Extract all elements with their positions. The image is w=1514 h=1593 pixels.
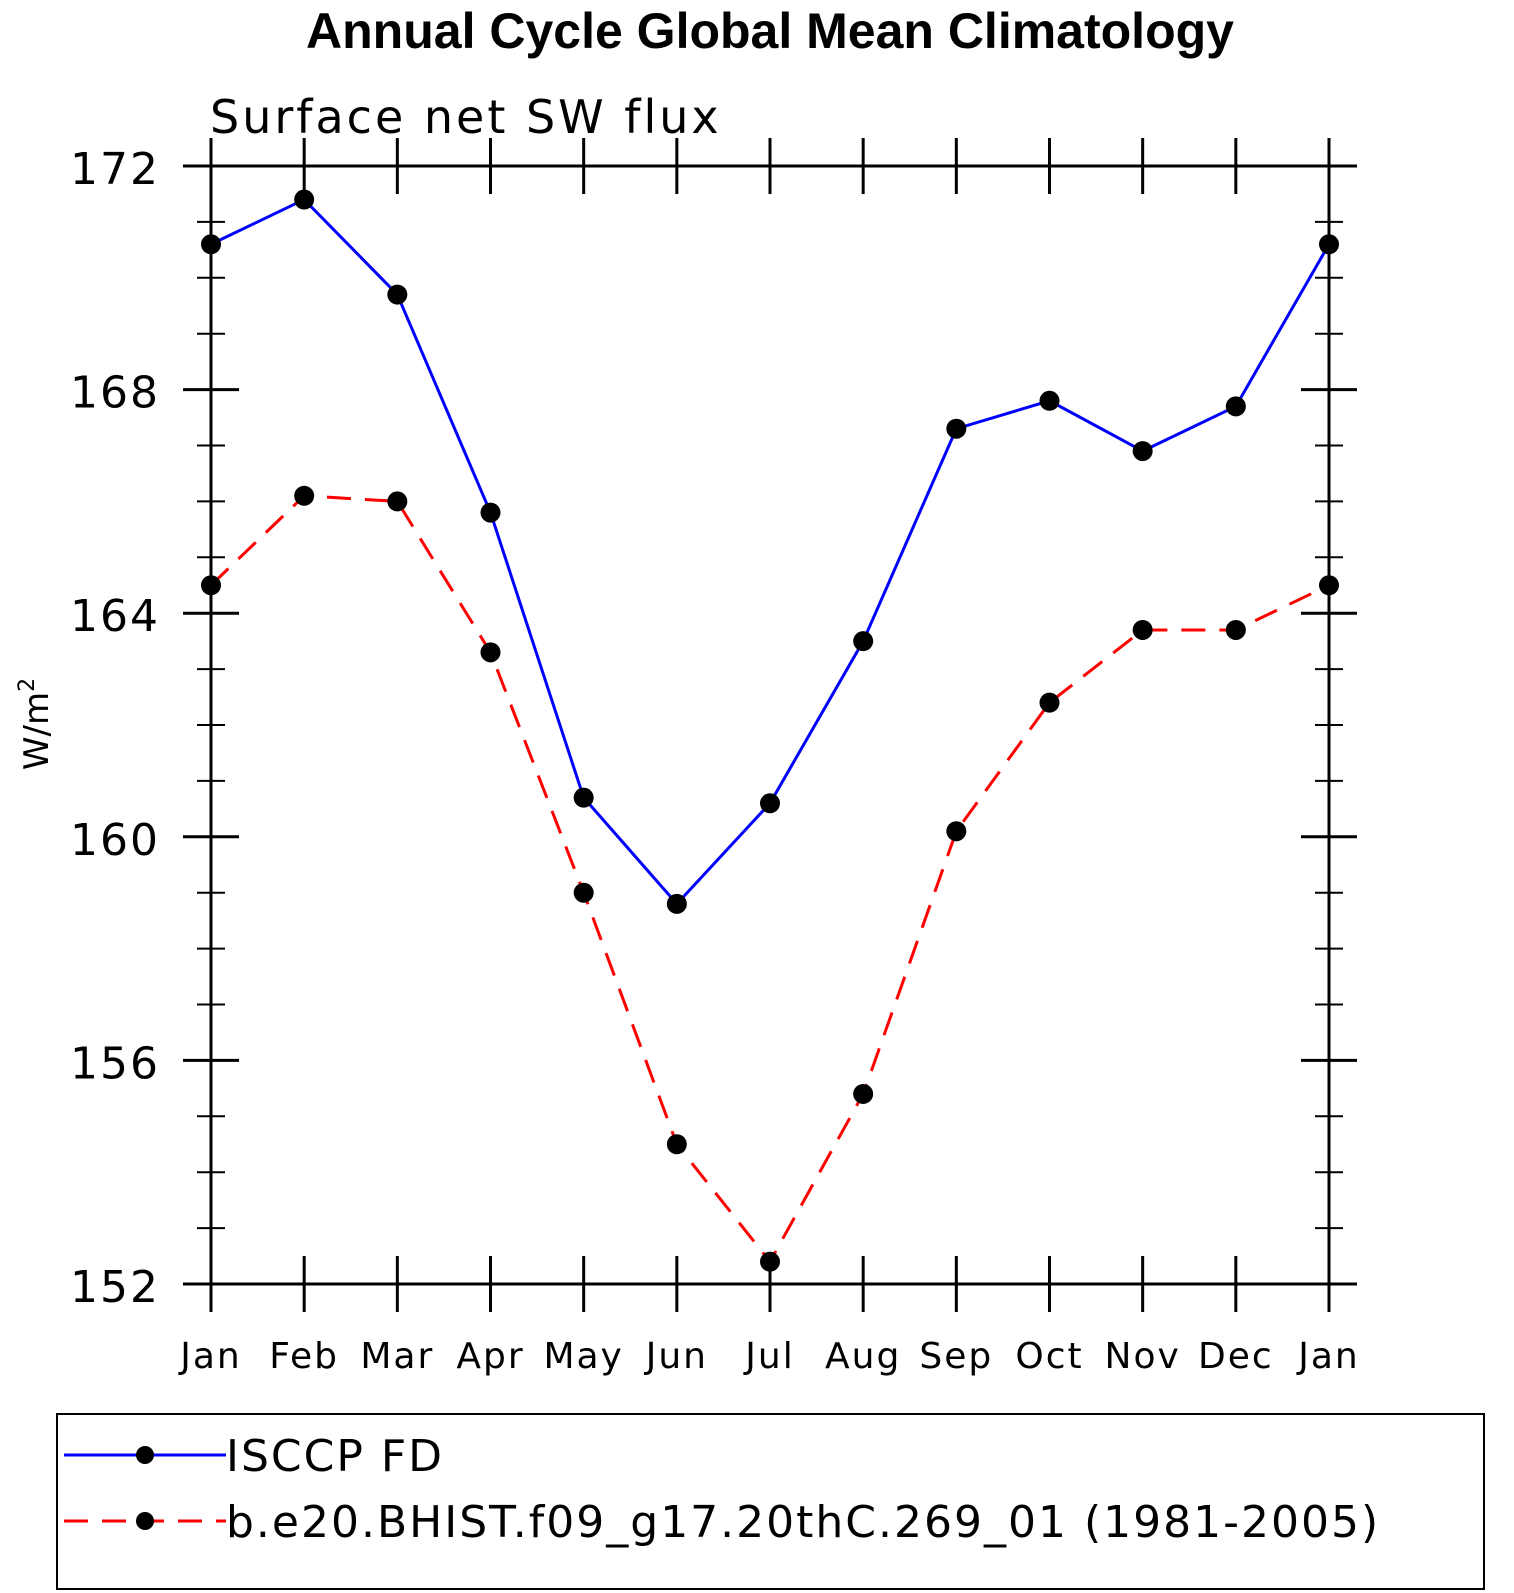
series-1-point bbox=[1225, 619, 1246, 640]
legend-label-isccp: ISCCP FD bbox=[226, 1431, 444, 1482]
x-tick-label: Aug bbox=[825, 1336, 901, 1377]
series-0-point bbox=[666, 893, 687, 914]
x-tick-label: Jan bbox=[1296, 1336, 1360, 1377]
series-line-1 bbox=[209, 494, 1330, 1265]
series-layer bbox=[201, 189, 1339, 1272]
series-1-point bbox=[1132, 619, 1153, 640]
series-0-point bbox=[1132, 441, 1153, 462]
series-1-point bbox=[666, 1134, 687, 1155]
chart-subtitle: Surface net SW flux bbox=[210, 90, 722, 144]
legend: ISCCP FD b.e20.BHIST.f09_g17.20thC.269_0… bbox=[56, 1413, 1485, 1590]
legend-label-model: b.e20.BHIST.f09_g17.20thC.269_01 (1981-2… bbox=[226, 1497, 1380, 1548]
axis-ticks bbox=[183, 138, 1357, 1312]
y-tick-label: 156 bbox=[70, 1038, 160, 1089]
y-axis-label: W/m2 bbox=[15, 678, 57, 770]
legend-box bbox=[56, 1413, 1485, 1590]
x-tick-label: Jan bbox=[178, 1336, 242, 1377]
x-tick-label: Feb bbox=[269, 1336, 339, 1377]
series-0-point bbox=[294, 189, 315, 210]
series-1-point bbox=[760, 1251, 780, 1272]
series-1-point bbox=[480, 642, 501, 663]
x-tick-label: Sep bbox=[919, 1336, 993, 1377]
series-0-point bbox=[480, 502, 501, 523]
y-axis-label-text: W/m bbox=[17, 692, 57, 770]
y-tick-label: 160 bbox=[70, 815, 160, 866]
x-tick-label: Oct bbox=[1015, 1336, 1083, 1377]
chart-title: Annual Cycle Global Mean Climatology bbox=[306, 3, 1234, 59]
series-0-point bbox=[853, 631, 874, 652]
y-tick-label: 164 bbox=[70, 591, 160, 642]
y-tick-label: 168 bbox=[70, 368, 160, 419]
series-1-point bbox=[573, 882, 594, 903]
series-0-point bbox=[1225, 396, 1246, 417]
series-0-point bbox=[946, 418, 967, 439]
series-1-point bbox=[1039, 692, 1060, 713]
y-axis-label-superscript: 2 bbox=[15, 678, 40, 692]
plot-frame bbox=[209, 164, 1331, 1286]
x-tick-label: Jul bbox=[743, 1336, 794, 1377]
series-0-point bbox=[387, 284, 408, 305]
series-1-point bbox=[853, 1083, 874, 1104]
legend-marker-model bbox=[136, 1512, 154, 1530]
x-tick-label: May bbox=[543, 1336, 623, 1377]
x-tick-label: Mar bbox=[360, 1336, 434, 1377]
series-0-point bbox=[573, 787, 594, 808]
x-tick-label: Nov bbox=[1105, 1336, 1181, 1377]
series-1-point bbox=[294, 485, 315, 506]
x-tick-labels: Jan Feb Mar Apr May Jun Jul Aug Sep Oct Nov Dec Jan bbox=[178, 1336, 1360, 1377]
series-1-point bbox=[946, 821, 967, 842]
x-tick-label: Jun bbox=[644, 1336, 708, 1377]
svg-text:W/m2: W/m2 bbox=[15, 678, 57, 770]
series-0-point bbox=[1039, 390, 1060, 411]
series-1-point bbox=[387, 491, 408, 512]
y-tick-label: 152 bbox=[70, 1262, 160, 1313]
x-tick-label: Dec bbox=[1198, 1336, 1274, 1377]
legend-marker-isccp bbox=[136, 1446, 154, 1464]
y-tick-label: 172 bbox=[70, 144, 160, 195]
x-tick-label: Apr bbox=[456, 1336, 524, 1377]
y-tick-labels: 152 156 160 164 168 172 bbox=[70, 144, 160, 1313]
series-0-point bbox=[760, 793, 780, 814]
